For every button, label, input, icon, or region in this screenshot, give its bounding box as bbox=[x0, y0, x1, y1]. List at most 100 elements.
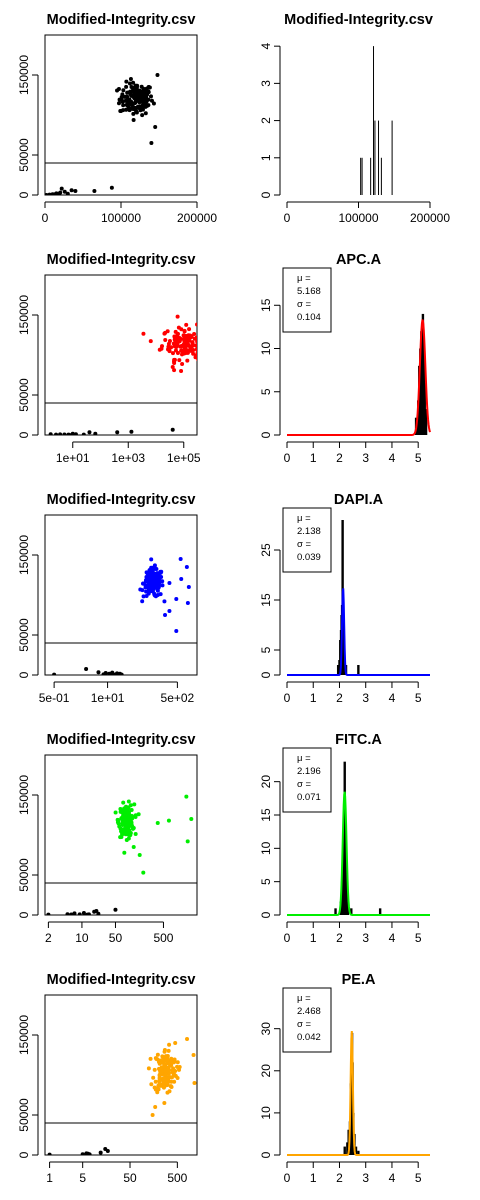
point-gated bbox=[115, 88, 120, 93]
point-gated bbox=[131, 111, 136, 116]
y-tick-label: 0 bbox=[259, 911, 273, 918]
histogram-bar bbox=[350, 908, 353, 915]
point-gated bbox=[179, 369, 184, 373]
x-tick-label: 2 bbox=[336, 451, 343, 465]
panel-title: FITC.A bbox=[335, 732, 382, 748]
panel-title: Modified-Integrity.csv bbox=[47, 972, 196, 988]
stats-sigma-value: 0.104 bbox=[297, 312, 321, 323]
panel-10: PE.A 0 1 2 3 4 5 0 10 20 30 μ = 2.468 σ = 0.042 bbox=[259, 972, 430, 1185]
point-below-gate bbox=[54, 432, 59, 435]
y-tick-label: 0 bbox=[259, 191, 273, 198]
point-below-gate bbox=[92, 189, 97, 193]
stats-mu-label: μ = bbox=[297, 273, 311, 284]
x-tick-label: 1e+01 bbox=[91, 691, 125, 705]
point-gated bbox=[163, 1072, 168, 1077]
stats-legend: μ = 2.196 σ = 0.071 bbox=[282, 747, 332, 813]
y-tick-label: 0 bbox=[259, 671, 273, 678]
point-gated bbox=[205, 354, 209, 358]
histogram-bar bbox=[346, 1142, 349, 1155]
x-tick-label: 3 bbox=[362, 451, 369, 465]
y-tick-label: 0 bbox=[17, 1151, 31, 1158]
point-gated bbox=[155, 1090, 160, 1095]
point-gated bbox=[152, 571, 157, 576]
y-tick-label: 0 bbox=[259, 1151, 273, 1158]
point-gated bbox=[171, 341, 176, 346]
data-points bbox=[46, 794, 194, 915]
point-gated bbox=[125, 99, 130, 104]
point-gated bbox=[124, 84, 129, 89]
x-tick-label: 1e+05 bbox=[167, 451, 201, 465]
point-gated bbox=[126, 836, 131, 841]
point-gated bbox=[207, 334, 211, 338]
point-gated bbox=[174, 597, 179, 601]
point-gated bbox=[185, 337, 190, 342]
panel-title: APC.A bbox=[336, 252, 382, 268]
point-gated bbox=[141, 331, 146, 336]
point-gated bbox=[123, 827, 128, 832]
y-tick-label: 15 bbox=[259, 593, 273, 607]
stats-mu-label: μ = bbox=[297, 513, 311, 524]
point-gated bbox=[146, 591, 151, 596]
x-tick-label: 50 bbox=[123, 1171, 137, 1185]
point-gated bbox=[192, 332, 197, 337]
point-gated bbox=[179, 348, 184, 353]
point-gated bbox=[150, 1113, 155, 1117]
x-tick-label: 3 bbox=[362, 1171, 369, 1185]
point-gated bbox=[196, 353, 197, 356]
point-gated bbox=[172, 368, 177, 373]
point-gated bbox=[131, 825, 136, 830]
point-gated bbox=[202, 343, 206, 347]
point-below-gate bbox=[56, 192, 61, 195]
gaussian-fit-curve bbox=[287, 588, 430, 676]
point-below-gate bbox=[80, 1152, 85, 1155]
point-gated bbox=[141, 870, 146, 875]
point-gated bbox=[197, 342, 201, 346]
point-gated bbox=[156, 1066, 161, 1071]
point-gated bbox=[130, 816, 135, 821]
x-tick-label: 2 bbox=[336, 691, 343, 705]
y-tick-label: 150000 bbox=[17, 535, 31, 575]
panel-title: Modified-Integrity.csv bbox=[47, 252, 196, 268]
point-gated bbox=[177, 1065, 182, 1069]
point-gated bbox=[143, 101, 148, 106]
point-below-gate bbox=[70, 431, 75, 435]
x-tick-label: 4 bbox=[389, 931, 396, 945]
point-gated bbox=[132, 105, 137, 110]
point-gated bbox=[186, 333, 191, 338]
point-gated bbox=[182, 329, 187, 334]
point-gated bbox=[149, 557, 154, 562]
point-gated bbox=[135, 95, 140, 100]
point-gated bbox=[167, 581, 172, 585]
x-tick-label: 5e+02 bbox=[161, 691, 195, 705]
point-below-gate bbox=[48, 432, 53, 435]
point-gated bbox=[127, 833, 132, 838]
point-gated bbox=[126, 106, 131, 111]
x-tick-label: 0 bbox=[284, 931, 291, 945]
plot-frame bbox=[44, 34, 198, 196]
point-gated bbox=[155, 1052, 160, 1057]
y-tick-label: 50000 bbox=[17, 1098, 31, 1132]
x-tick-label: 5 bbox=[415, 931, 422, 945]
x-tick-label: 100000 bbox=[101, 211, 141, 225]
x-tick-label: 1 bbox=[310, 931, 317, 945]
point-gated bbox=[199, 348, 203, 352]
x-tick-label: 50 bbox=[109, 931, 123, 945]
panel-1: Modified-Integrity.csv 0 100000 200000 0 5000… bbox=[17, 12, 217, 225]
point-gated bbox=[126, 799, 131, 804]
point-gated bbox=[165, 1061, 170, 1066]
x-tick-label: 1e+03 bbox=[111, 451, 145, 465]
point-gated bbox=[156, 575, 161, 580]
point-gated bbox=[121, 800, 126, 805]
point-gated bbox=[148, 339, 153, 344]
x-tick-label: 5 bbox=[415, 691, 422, 705]
point-gated bbox=[184, 565, 189, 569]
point-gated bbox=[153, 1105, 158, 1109]
y-tick-label: 0 bbox=[17, 911, 31, 918]
point-gated bbox=[119, 835, 124, 840]
x-tick-label: 1e+01 bbox=[56, 451, 90, 465]
x-tick-label: 3 bbox=[362, 691, 369, 705]
panel-title: DAPI.A bbox=[334, 492, 384, 508]
point-gated bbox=[149, 1082, 154, 1087]
point-gated bbox=[143, 111, 148, 116]
